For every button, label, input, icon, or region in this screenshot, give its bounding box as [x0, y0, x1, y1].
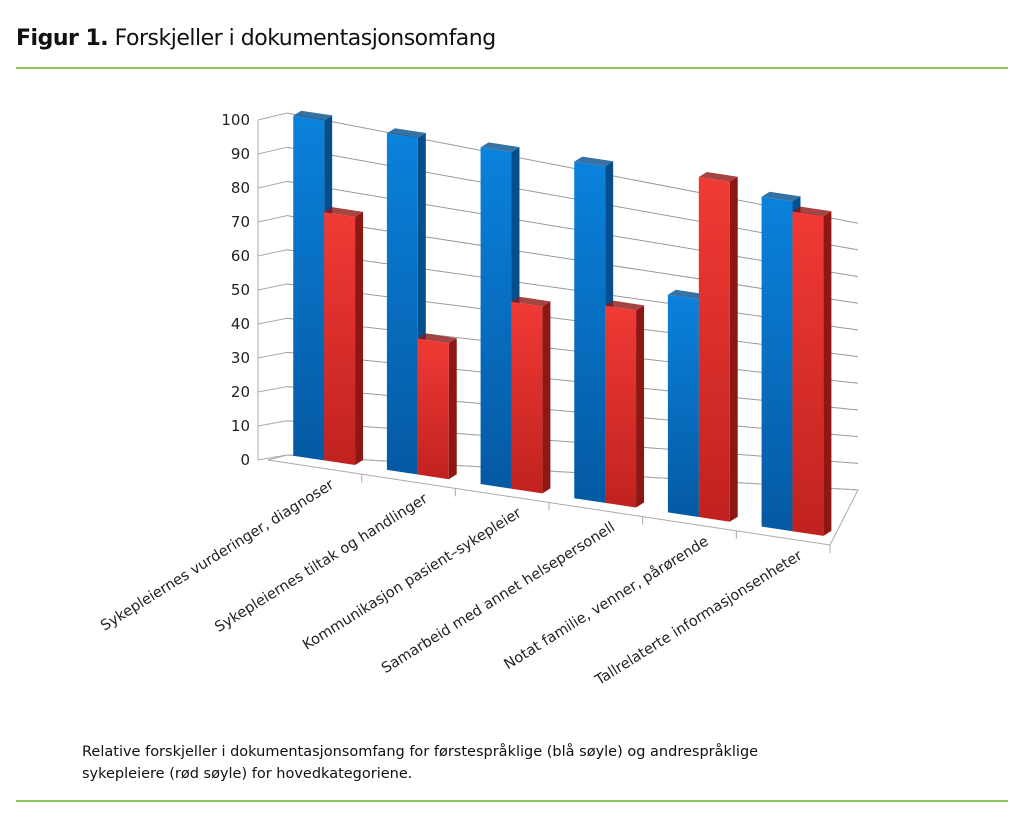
x-category-label: Tallrelaterte informasjonsenheter	[592, 548, 805, 690]
bar	[386, 133, 418, 475]
grid-side	[257, 386, 288, 393]
figure-caption: Relative forskjeller i dokumentasjonsomf…	[82, 744, 759, 782]
x-category-label: Sykepleiernes tiltak og handlinger	[212, 491, 430, 636]
figure-label: Figur 1.	[16, 26, 109, 51]
bar	[761, 196, 793, 532]
bar	[480, 147, 512, 489]
bar-side	[636, 305, 645, 508]
bar-top	[605, 300, 645, 311]
bar-top	[698, 172, 738, 182]
grid-side	[257, 180, 288, 189]
bar-top	[667, 289, 707, 300]
y-tick-label: 10	[231, 417, 250, 435]
x-category-label: Samarbeid med annet helsepersonell	[379, 519, 618, 677]
grid-side	[257, 317, 288, 325]
y-tick-label: 90	[231, 145, 250, 163]
bar-top	[386, 128, 426, 138]
bar-side	[823, 211, 832, 536]
bar-side	[448, 338, 457, 480]
bar	[511, 301, 543, 494]
y-tick-label: 30	[231, 349, 250, 367]
grid-side	[257, 283, 288, 291]
grid-side	[257, 112, 288, 121]
grid-side	[257, 420, 288, 427]
bar	[667, 294, 699, 518]
y-tick-label: 0	[240, 451, 250, 469]
y-tick-label: 60	[231, 247, 250, 265]
y-tick-label: 50	[231, 281, 250, 299]
bar-side	[355, 211, 364, 466]
x-category-label: Notat familie, venner, pårørende	[501, 533, 712, 673]
bar-top	[761, 191, 801, 202]
bar-side	[542, 301, 551, 494]
top-divider	[16, 67, 1008, 69]
bar-top	[574, 156, 614, 167]
grid-side	[257, 146, 288, 155]
bar-top	[511, 296, 551, 307]
bar-chart: 0 10 20 30 40 50 60 70 80 90 100 Sykepleiernes vurd…	[98, 110, 859, 690]
x-category-label: Sykepleiernes vurderinger, diagnoser	[98, 477, 337, 635]
bar	[574, 161, 606, 503]
x-category-label: Kommunikasjon pasient–sykepleier	[300, 505, 524, 653]
grid-side	[257, 351, 288, 359]
bottom-divider	[16, 800, 1008, 802]
bar-top	[480, 142, 520, 153]
figure-title-text: Forskjeller i dokumentasjonsomfang	[114, 26, 497, 51]
bar	[605, 305, 637, 508]
y-tick-label: 100	[221, 111, 250, 129]
grid-side	[257, 215, 288, 223]
bar	[417, 338, 449, 480]
y-tick-label: 40	[231, 315, 250, 333]
y-tick-label: 20	[231, 383, 250, 401]
bar	[293, 115, 325, 461]
grid-side	[257, 249, 288, 257]
bar-side	[729, 176, 738, 522]
bar	[792, 211, 824, 536]
bar-top	[417, 333, 457, 344]
bar	[698, 177, 730, 522]
figure-title: Figur 1. Forskjeller i dokumentasjonsomf…	[16, 26, 496, 51]
bar-top	[324, 207, 364, 217]
bar-top	[792, 206, 832, 217]
bar	[324, 212, 356, 466]
y-tick-label: 80	[231, 179, 250, 197]
y-tick-label: 70	[231, 213, 250, 231]
bar-top	[293, 110, 333, 121]
